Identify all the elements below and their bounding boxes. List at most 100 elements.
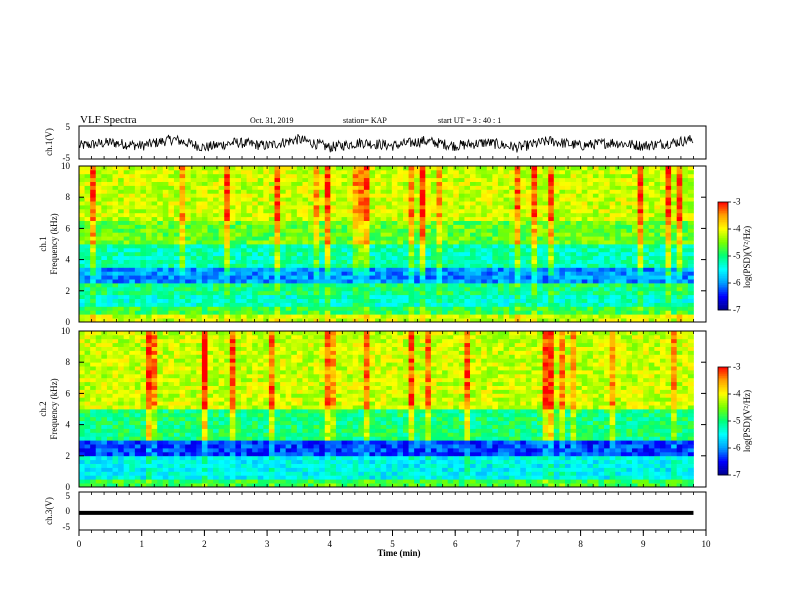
spectrogram-cell <box>218 208 225 214</box>
spectrogram-cell <box>408 224 415 229</box>
spectrogram-cell <box>123 416 130 422</box>
spectrogram-cell <box>157 314 164 319</box>
spectrogram-cell <box>442 310 449 315</box>
spectrogram-cell <box>146 283 153 288</box>
spectrogram-cell <box>224 286 231 292</box>
spectrogram-cell <box>101 448 108 453</box>
spectrogram-cell <box>168 255 175 260</box>
spectrogram-cell <box>146 290 153 296</box>
spectrogram-cell <box>185 310 192 315</box>
spectrogram-cell <box>442 236 449 241</box>
spectrogram-cell <box>173 193 180 198</box>
spectrogram-cell <box>637 267 644 272</box>
spectrogram-cell <box>224 212 231 218</box>
spectrogram-cell <box>146 181 153 186</box>
spectrogram-cell <box>341 197 348 202</box>
spectrogram-cell <box>112 193 119 198</box>
spectrogram-cell <box>112 346 119 351</box>
spectrogram-cell <box>559 220 566 225</box>
spectrogram-cell <box>375 255 382 260</box>
spectrogram-cell <box>665 232 672 237</box>
spectrogram-cell <box>274 193 281 198</box>
spectrogram-cell <box>280 302 287 307</box>
spectrogram-cell <box>564 247 571 253</box>
spectrogram-cell <box>592 212 599 218</box>
spectrogram-cell <box>196 197 203 202</box>
spectrogram-cell <box>419 212 426 218</box>
spectrogram-cell <box>106 205 113 210</box>
spectrogram-cell <box>257 228 264 233</box>
spectrogram-cell <box>257 177 264 182</box>
spectrogram-cell <box>559 205 566 210</box>
spectrogram-cell <box>492 251 499 257</box>
spectrogram-cell <box>324 318 331 323</box>
spectrogram-cell <box>157 181 164 186</box>
spectrogram-cell <box>659 306 666 311</box>
spectrogram-cell <box>252 263 259 268</box>
spectrogram-cell <box>263 240 270 245</box>
spectrogram-cell <box>162 314 169 319</box>
spectrogram-cell <box>402 283 409 288</box>
spectrogram-cell <box>620 228 627 233</box>
spectrogram-cell <box>106 244 113 249</box>
spectrogram-cell <box>185 236 192 241</box>
spectrogram-cell <box>604 166 611 171</box>
ch1-trace <box>78 133 694 153</box>
spectrogram-cell <box>397 216 404 221</box>
spectrogram-cell <box>548 251 555 257</box>
spectrogram-cell <box>425 310 432 315</box>
spectrogram-cell <box>252 298 259 303</box>
spectrogram-cell <box>196 201 203 206</box>
spectrogram-cell <box>335 255 342 260</box>
spectrogram-cell <box>358 240 365 245</box>
spectrogram-cell <box>246 302 253 307</box>
spectrogram-cell <box>173 294 180 299</box>
spectrogram-cell <box>659 212 666 218</box>
spectrogram-cell <box>363 228 370 233</box>
spectrogram-cell <box>280 189 287 194</box>
spectrogram-cell <box>542 166 549 171</box>
spectrogram-cell <box>347 169 354 175</box>
spectrogram-cell <box>112 420 119 425</box>
spectrogram-cell <box>576 314 583 319</box>
spectrogram-cell <box>576 201 583 206</box>
spectrogram-cell <box>637 166 644 171</box>
spectrogram-cell <box>542 189 549 194</box>
spectrogram-cell <box>581 236 588 241</box>
spectrogram-cell <box>604 216 611 221</box>
spectrogram-cell <box>397 193 404 198</box>
spectrogram-cell <box>581 201 588 206</box>
spectrogram-cell <box>285 236 292 241</box>
spectrogram-cell <box>341 271 348 276</box>
spectrogram-cell <box>101 283 108 288</box>
spectrogram-cell <box>475 197 482 202</box>
spectrogram-cell <box>609 314 616 319</box>
spectrogram-cell <box>570 240 577 245</box>
spectrogram-cell <box>185 259 192 264</box>
spectrogram-cell <box>363 244 370 249</box>
spectrogram-cell <box>168 173 175 179</box>
spectrogram-cell <box>525 263 532 268</box>
spectrogram-cell <box>101 440 108 445</box>
spectrogram-cell <box>118 314 125 319</box>
spectrogram-cell <box>592 232 599 237</box>
spectrogram-cell <box>386 220 393 225</box>
spectrogram-cell <box>475 275 482 280</box>
spectrogram-cell <box>592 201 599 206</box>
spectrogram-cell <box>425 251 432 257</box>
spectrogram-cell <box>503 224 510 229</box>
spectrogram-cell <box>268 251 275 257</box>
spectrogram-cell <box>632 173 638 179</box>
spectrogram-cell <box>671 294 678 299</box>
spectrogram-cell <box>79 271 85 276</box>
spectrogram-cell <box>514 224 521 229</box>
spectrogram-cell <box>375 173 382 179</box>
spectrogram-cell <box>90 185 97 190</box>
spectrogram-cell <box>252 177 259 182</box>
spectrogram-cell <box>419 240 426 245</box>
spectrogram-cell <box>213 193 220 198</box>
spectrogram-cell <box>129 362 136 367</box>
spectrogram-cell <box>252 240 259 245</box>
spectrogram-cell <box>520 259 527 264</box>
spectrogram-cell <box>302 290 309 296</box>
